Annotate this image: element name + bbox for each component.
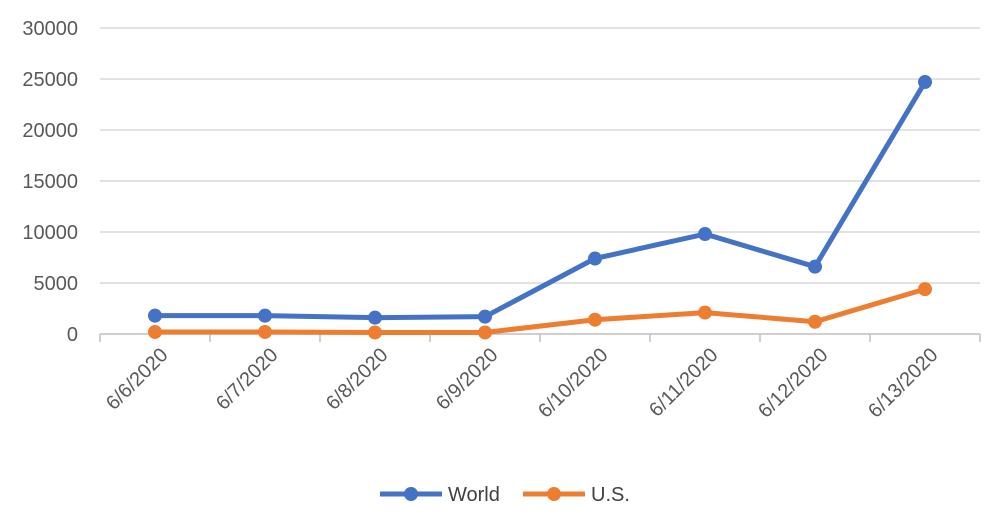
x-tick-label: 6/13/2020 <box>864 344 942 422</box>
legend-label: U.S. <box>591 484 630 506</box>
y-tick-label: 20000 <box>22 120 78 142</box>
data-point <box>368 325 382 340</box>
legend-marker <box>404 487 418 501</box>
gridlines <box>100 27 980 284</box>
y-tick-label: 5000 <box>34 273 79 295</box>
data-point <box>918 75 932 90</box>
x-tick-label: 6/10/2020 <box>534 344 612 422</box>
data-point <box>918 282 932 297</box>
legend-item-1: U.S. <box>523 484 630 506</box>
y-tick-label: 15000 <box>22 171 78 193</box>
data-point <box>588 312 602 327</box>
legend-marker <box>547 487 561 501</box>
data-point <box>258 324 272 339</box>
data-point <box>258 308 272 323</box>
legend-item-0: World <box>380 484 500 506</box>
x-tick-label: 6/7/2020 <box>212 344 283 415</box>
x-axis: 6/6/2020 6/7/2020 6/8/2020 6/9/2020 6/10/202… <box>99 333 981 422</box>
y-tick-label: 0 <box>67 324 78 346</box>
data-point <box>478 325 492 340</box>
x-tick-label: 6/6/2020 <box>102 344 173 415</box>
x-tick-label: 6/12/2020 <box>754 344 832 422</box>
series-line <box>152 286 928 335</box>
data-point <box>148 324 162 339</box>
series-0 <box>148 75 932 325</box>
y-axis: 0 5000 10000 15000 20000 25000 30000 <box>22 18 78 346</box>
data-point <box>368 310 382 325</box>
data-point <box>698 305 712 320</box>
x-tick-label: 6/11/2020 <box>645 344 722 421</box>
series-group <box>148 75 932 340</box>
legend-label: World <box>448 484 500 506</box>
data-point <box>808 259 822 274</box>
x-tick-label: 6/9/2020 <box>432 344 503 415</box>
data-point <box>698 227 712 242</box>
y-tick-label: 25000 <box>22 69 78 91</box>
series-line <box>152 79 928 321</box>
series-1 <box>148 282 932 340</box>
legend: World U.S. <box>380 484 630 506</box>
y-tick-label: 30000 <box>22 18 78 40</box>
x-tick-label: 6/8/2020 <box>322 344 393 415</box>
data-point <box>808 314 822 329</box>
data-point <box>588 251 602 266</box>
data-point <box>478 309 492 324</box>
data-point <box>148 308 162 323</box>
y-tick-label: 10000 <box>22 222 78 244</box>
